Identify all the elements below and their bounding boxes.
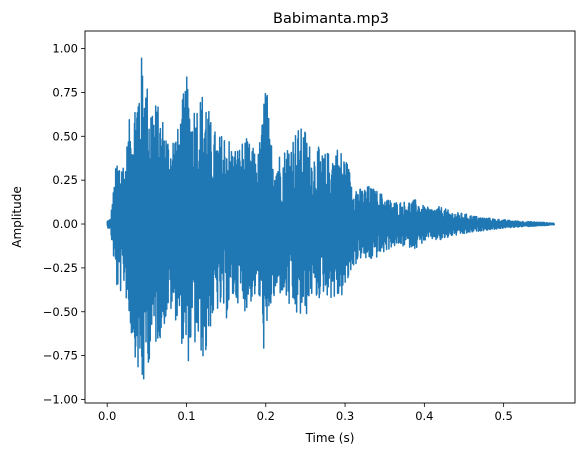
y-tick-label: −0.75 bbox=[43, 349, 78, 363]
x-tick-label: 0.5 bbox=[494, 409, 512, 423]
y-tick-label: −1.00 bbox=[43, 392, 78, 406]
axes-frame bbox=[84, 30, 576, 404]
y-tick-label: 1.00 bbox=[52, 42, 78, 56]
series-layer bbox=[106, 57, 556, 380]
x-tick-label: 0.0 bbox=[98, 409, 116, 423]
plot-area bbox=[84, 30, 576, 404]
y-tick-label: 0.25 bbox=[52, 173, 78, 187]
x-tick-label: 0.3 bbox=[336, 409, 354, 423]
chart-title: Babimanta.mp3 bbox=[273, 11, 389, 27]
y-axis-label: Amplitude bbox=[10, 186, 24, 248]
x-tick-label: 0.4 bbox=[415, 409, 433, 423]
x-tick-label: 0.2 bbox=[257, 409, 275, 423]
y-tick-label: −0.25 bbox=[43, 261, 78, 275]
y-axis: −1.00 −0.75 −0.50 −0.25 0.00 0.25 0.50 0.75 1.00 bbox=[43, 42, 85, 406]
y-tick-label: −0.50 bbox=[43, 305, 78, 319]
y-tick-label: 0.75 bbox=[52, 85, 78, 99]
y-tick-label: 0.00 bbox=[52, 217, 78, 231]
y-tick-label: 0.50 bbox=[52, 129, 78, 143]
x-tick-label: 0.1 bbox=[177, 409, 195, 423]
x-axis-label: Time (s) bbox=[305, 431, 355, 445]
waveform-series-line bbox=[106, 57, 556, 380]
x-axis: 0.0 0.1 0.2 0.3 0.4 0.5 bbox=[98, 403, 513, 423]
